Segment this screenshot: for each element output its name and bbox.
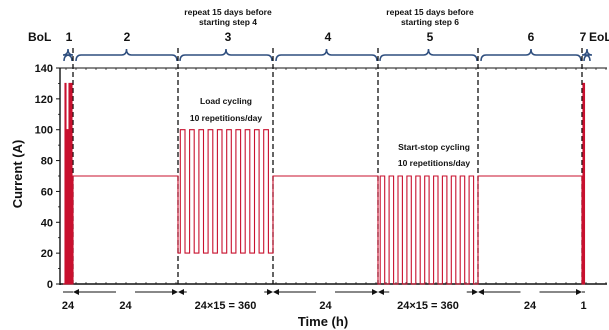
step-brace (480, 48, 582, 62)
duration-label: 24 (524, 300, 537, 312)
load-cycling-title: Load cycling (200, 96, 252, 106)
y-tick-label: 20 (41, 248, 53, 260)
step-brace (581, 48, 593, 62)
duration-label: 24×15 = 360 (397, 300, 459, 312)
y-tick-label: 0 (47, 279, 53, 291)
step-brace (275, 48, 378, 62)
step-brace (179, 48, 273, 62)
current-series (63, 82, 586, 285)
axes: 0 20 40 60 80 100 120 140 (35, 63, 607, 291)
start-stop-title: Start-stop cycling (398, 142, 470, 152)
step-label-6: 6 (528, 30, 535, 44)
eol-label: EoL (589, 30, 609, 44)
x-axis-title: Time (h) (298, 314, 348, 329)
step-label-4: 4 (325, 30, 332, 44)
y-tick-label: 40 (41, 217, 53, 229)
duration-label: 1 (580, 300, 586, 312)
step-label-5: 5 (427, 30, 434, 44)
duration-label: 24×15 = 360 (195, 300, 257, 312)
step-brace (379, 48, 478, 62)
repeat-note-2-line2: starting step 6 (401, 17, 459, 27)
y-tick-label: 60 (41, 186, 53, 198)
step-label-3: 3 (225, 30, 232, 44)
step-brace (62, 48, 74, 62)
y-tick-label: 120 (35, 94, 53, 106)
step-label-1: 1 (66, 30, 73, 44)
duration-label: 24 (119, 300, 132, 312)
duration-label: 24 (319, 300, 332, 312)
start-stop-sub: 10 repetitions/day (398, 158, 471, 168)
repeat-note-1-line1: repeat 15 days before (184, 7, 272, 17)
step-brace (75, 48, 178, 62)
y-tick-label: 80 (41, 156, 53, 168)
step-braces (62, 48, 593, 62)
duration-labels: 24 24 24×15 = 360 24 24×15 = 360 24 1 (62, 289, 587, 312)
phase-separators (72, 48, 583, 284)
y-tick-label: 140 (35, 63, 53, 75)
y-axis-title: Current (A) (10, 140, 25, 209)
load-cycling-sub: 10 repetitions/day (190, 113, 263, 123)
bol-label: BoL (28, 30, 51, 44)
repeat-note-2-line1: repeat 15 days before (386, 7, 474, 17)
step-label-7: 7 (580, 30, 587, 44)
repeat-note-1-line2: starting step 4 (199, 17, 257, 27)
step-label-2: 2 (124, 30, 131, 44)
y-tick-label: 100 (35, 125, 53, 137)
current-line (63, 82, 586, 285)
duration-label: 24 (62, 300, 75, 312)
